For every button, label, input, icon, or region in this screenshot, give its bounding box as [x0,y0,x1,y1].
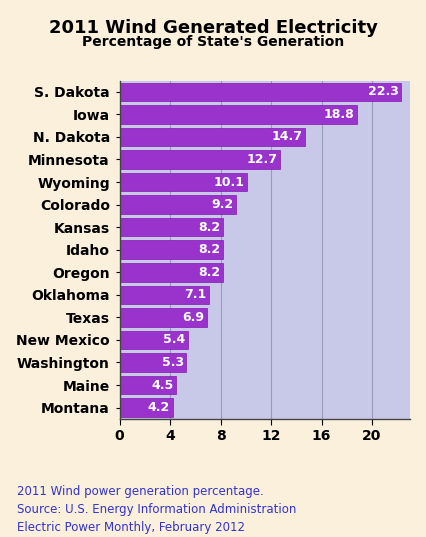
Text: 12.7: 12.7 [246,153,277,166]
Text: Percentage of State's Generation: Percentage of State's Generation [82,35,344,49]
Text: 2011 Wind power generation percentage.
Source: U.S. Energy Information Administr: 2011 Wind power generation percentage. S… [17,485,296,534]
Bar [119,128,305,146]
Text: 10.1: 10.1 [213,176,244,188]
Text: 8.2: 8.2 [198,243,220,256]
Bar [119,331,187,349]
Text: 4.5: 4.5 [151,379,173,391]
Bar [119,376,176,394]
Bar [119,218,222,236]
Text: 4.2: 4.2 [147,401,170,414]
Text: 2011 Wind Generated Electricity: 2011 Wind Generated Electricity [49,19,377,37]
Text: 5.3: 5.3 [161,356,184,369]
Bar [119,195,235,214]
Bar [119,150,279,169]
Bar [119,263,222,281]
Bar [119,105,356,124]
Bar [119,241,222,259]
Bar [119,353,186,372]
Text: 6.9: 6.9 [182,311,204,324]
Text: 8.2: 8.2 [198,221,220,234]
Text: 7.1: 7.1 [184,288,206,301]
Text: 5.4: 5.4 [163,333,185,346]
Bar [119,83,400,101]
Text: 9.2: 9.2 [210,198,233,211]
Text: 14.7: 14.7 [271,130,302,143]
Bar [119,173,247,191]
Bar [119,398,172,417]
Text: 22.3: 22.3 [367,85,397,98]
Text: 8.2: 8.2 [198,266,220,279]
Bar [119,308,206,326]
Bar [119,286,209,304]
Text: 18.8: 18.8 [323,108,354,121]
